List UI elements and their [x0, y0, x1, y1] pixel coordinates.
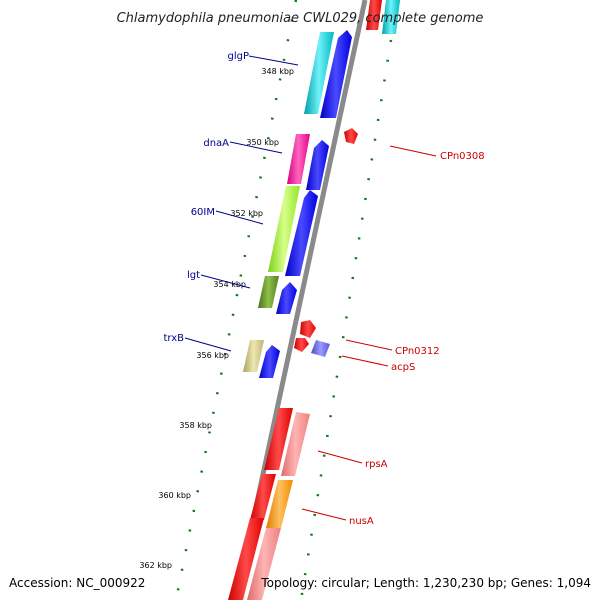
label-connector: [200, 274, 251, 289]
gene-label-lgt: lgt: [187, 270, 200, 281]
gene-block-bottom-salmon: [247, 528, 281, 600]
gene-block-glgp: [304, 32, 334, 114]
gene-block-nusa: [266, 480, 293, 528]
label-connector: [389, 145, 437, 157]
topology-text: Topology: circular; Length: 1,230,230 bp…: [260, 576, 591, 590]
gene-block-rpsa-red: [264, 408, 293, 470]
gene-label-rpsa: rpsA: [365, 459, 388, 470]
gene-label-nusa: nusA: [349, 516, 374, 527]
label-connector: [301, 508, 347, 521]
gene-block-top-cyan: [382, 0, 400, 34]
cds-arrow-60im: [285, 190, 318, 276]
gene-block-acps: [311, 340, 330, 357]
label-connector: [229, 141, 283, 154]
gene-label-trxb: trxB: [163, 333, 184, 344]
gene-label-cpn0312: CPn0312: [395, 346, 440, 357]
gene-block-cpn0312: [300, 320, 316, 338]
gene-label-acps: acpS: [391, 362, 415, 373]
tick-label: 360 kbp: [158, 491, 191, 500]
tick-label: 350 kbp: [246, 138, 279, 147]
label-connector: [215, 210, 264, 225]
gene-block-lgt: [258, 276, 279, 308]
gene-block-nusa-red: [250, 474, 276, 520]
tick-label: 362 kbp: [139, 561, 172, 570]
cds-arrow-dnaa: [306, 140, 329, 190]
label-connector: [248, 55, 299, 66]
label-connector: [345, 339, 393, 351]
gene-label-glgp: glgP: [227, 51, 249, 62]
label-connector: [184, 337, 232, 352]
tick-label: 352 kbp: [230, 209, 263, 218]
gene-block-trxb: [243, 340, 264, 372]
gene-block-cpn0308: [344, 128, 358, 144]
gene-label-60im: 60IM: [191, 207, 215, 218]
label-connector: [317, 450, 363, 464]
tick-label: 356 kbp: [196, 351, 229, 360]
gene-label-cpn0308: CPn0308: [440, 151, 485, 162]
outer-right-track: [299, 39, 393, 600]
gene-block-dnaa: [287, 134, 310, 184]
cds-arrow-lgt: [276, 282, 297, 314]
tick-label: 348 kbp: [261, 67, 294, 76]
gene-block-top-red: [366, 0, 382, 30]
gene-block-cpn0312-b: [294, 338, 309, 352]
accession-text: Accession: NC_000922: [9, 576, 145, 590]
gene-block-60im: [268, 186, 300, 272]
gene-block-bottom-red: [228, 518, 264, 600]
cds-arrow-trxb: [259, 345, 280, 378]
cds-arrow-glgp: [320, 30, 352, 118]
outer-left-track: [174, 0, 298, 600]
map-title: Chlamydophila pneumoniae CWL029, complet…: [117, 11, 484, 26]
gene-label-dnaa: dnaA: [203, 138, 229, 149]
tick-label: 358 kbp: [179, 421, 212, 430]
tick-label: 354 kbp: [213, 280, 246, 289]
label-connector: [341, 355, 389, 367]
gene-block-rpsa: [281, 412, 310, 476]
